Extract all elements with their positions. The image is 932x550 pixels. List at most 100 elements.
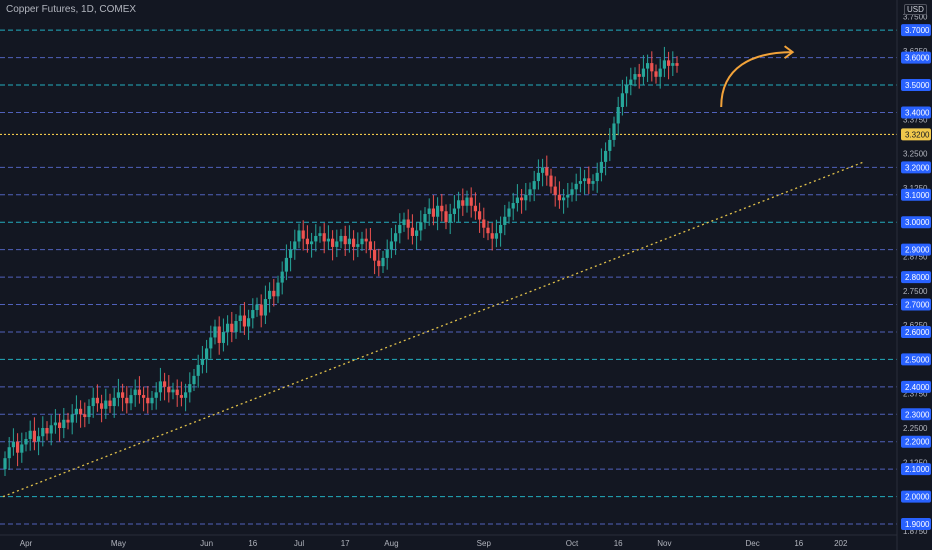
candle-body-157 [662, 60, 666, 69]
candle-body-91 [385, 249, 389, 258]
candle-body-38 [163, 381, 167, 387]
price-tick-6: 2.7500 [903, 287, 928, 296]
chart-title: Copper Futures, 1D, COMEX [6, 4, 137, 15]
price-tag-label-4: 3.3200 [905, 130, 930, 139]
candle-body-37 [158, 381, 162, 393]
candle-body-46 [196, 364, 200, 376]
candle-body-151 [637, 74, 641, 77]
candle-body-86 [364, 238, 368, 242]
price-tag-6 [901, 188, 931, 201]
currency-button[interactable]: USD [904, 4, 927, 15]
candle-body-76 [322, 233, 326, 242]
price-tag-label-1: 3.6000 [905, 54, 930, 63]
candle-body-102 [431, 208, 435, 217]
candle-body-63 [268, 290, 272, 300]
price-tick-1: 3.6250 [903, 47, 928, 56]
candle-body-101 [427, 208, 431, 214]
candle-body-106 [448, 214, 452, 223]
candle-body-11 [49, 425, 53, 434]
candle-body-18 [79, 408, 83, 415]
candle-body-27 [116, 392, 120, 398]
candle-body-4 [20, 444, 24, 453]
candle-body-67 [284, 257, 288, 272]
candle-body-81 [343, 235, 347, 245]
price-tag-label-7: 3.0000 [905, 218, 930, 227]
price-tag-label-14: 2.3000 [905, 410, 930, 419]
curved-arrow-head [784, 45, 795, 59]
time-tick-5: 17 [341, 539, 350, 548]
candle-body-48 [205, 348, 209, 360]
candle-body-95 [402, 219, 406, 225]
price-tick-11: 1.8750 [903, 527, 928, 536]
candle-body-0 [3, 458, 7, 470]
price-tick-2: 3.3750 [903, 115, 928, 124]
price-tag-label-5: 3.2000 [905, 163, 930, 172]
candle-body-31 [133, 389, 137, 396]
candle-body-50 [213, 326, 217, 338]
price-tag-0 [901, 24, 931, 37]
candle-body-44 [188, 384, 192, 393]
price-tick-0: 3.7500 [903, 12, 928, 21]
candle-body-59 [251, 310, 255, 319]
price-tag-10 [901, 298, 931, 311]
price-tag-label-11: 2.6000 [905, 328, 930, 337]
time-tick-9: 16 [614, 539, 623, 548]
candle-body-68 [289, 249, 293, 258]
candle-body-160 [675, 63, 679, 66]
candle-body-40 [171, 389, 175, 393]
candle-body-96 [406, 219, 410, 228]
candle-body-118 [499, 224, 503, 234]
candle-body-12 [53, 422, 57, 426]
candle-body-145 [612, 123, 616, 140]
candle-body-83 [352, 238, 356, 247]
candle-body-45 [192, 375, 196, 385]
candle-body-21 [91, 397, 95, 407]
candle-body-61 [259, 304, 263, 316]
candle-body-137 [578, 181, 582, 184]
candle-body-155 [654, 71, 658, 77]
price-tag-18 [901, 518, 931, 531]
time-tick-0: Apr [20, 539, 33, 548]
candle-body-77 [326, 238, 330, 242]
candle-body-127 [536, 172, 540, 182]
price-tag-9 [901, 271, 931, 284]
price-tick-7: 2.6250 [903, 321, 928, 330]
candle-body-108 [457, 200, 461, 209]
candle-body-103 [436, 205, 440, 217]
candle-body-84 [356, 244, 360, 247]
candle-body-52 [221, 331, 225, 343]
candle-body-56 [238, 315, 242, 321]
candle-body-141 [595, 172, 599, 182]
candle-body-130 [549, 175, 553, 187]
candle-body-92 [389, 241, 393, 250]
candle-body-74 [314, 235, 318, 242]
candle-body-10 [45, 428, 49, 434]
candle-body-132 [557, 194, 561, 201]
candle-body-42 [179, 395, 183, 398]
price-tag-8 [901, 243, 931, 256]
candle-body-87 [368, 241, 372, 250]
candle-body-29 [125, 397, 129, 404]
time-tick-7: Sep [477, 539, 492, 548]
candle-body-9 [41, 428, 45, 437]
candle-body-100 [423, 214, 427, 223]
price-tag-label-17: 2.0000 [905, 493, 930, 502]
candle-body-159 [671, 63, 675, 66]
candle-body-88 [373, 249, 377, 261]
time-tick-6: Aug [384, 539, 398, 548]
candle-body-143 [604, 150, 608, 162]
price-tag-5 [901, 161, 931, 174]
candle-body-142 [599, 161, 603, 173]
candle-body-19 [83, 414, 87, 418]
candle-body-13 [58, 422, 62, 428]
candle-body-34 [146, 397, 150, 404]
candle-body-23 [100, 403, 104, 409]
price-tag-7 [901, 216, 931, 229]
candle-body-158 [667, 60, 671, 66]
candle-body-30 [129, 395, 133, 404]
candle-body-113 [478, 211, 482, 220]
candle-body-20 [87, 406, 91, 418]
candle-body-73 [310, 241, 314, 245]
